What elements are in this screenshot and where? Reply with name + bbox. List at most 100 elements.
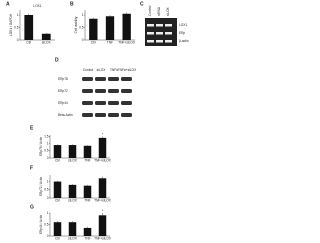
y-axis-label: ERp44 / Actin [39, 215, 43, 235]
gel-lane-label: Control [148, 5, 152, 16]
blot-row-label: ERp72 [58, 89, 68, 93]
bar [53, 181, 62, 198]
blot-row-label: ERp78 [58, 77, 68, 81]
blot-lane-label: siLOX [97, 68, 107, 72]
x-tick-label: Ctrl [55, 158, 60, 162]
bar [83, 145, 92, 158]
y-axis-label: ERp72 / Actin [39, 177, 43, 197]
y-axis-label: Cell viability [74, 16, 78, 33]
gel-band [156, 32, 163, 35]
panel-letter: G [30, 204, 34, 210]
gel-band [165, 24, 172, 27]
x-tick-label: TNF [84, 236, 90, 240]
blot-band [108, 77, 119, 81]
bar [24, 15, 34, 40]
panel-letter: D [55, 57, 59, 63]
x-tick-label: siLOX [42, 40, 52, 44]
x-tick-label: siLOX [68, 158, 78, 162]
gel-row-label: β-actin [179, 39, 189, 43]
x-tick-label: TNF+siLOX [94, 198, 112, 202]
blot-band [95, 77, 106, 81]
bar [98, 137, 107, 158]
gel-row-label: LOX1 [179, 23, 187, 27]
blot-band [82, 113, 93, 117]
y-tick-label: 0.5 [44, 149, 49, 153]
gel-lane-label: siLOX [166, 6, 170, 16]
panel-letter: B [70, 1, 74, 7]
x-tick-label: Ctrl [55, 236, 60, 240]
x-tick-label: TNF [84, 198, 90, 202]
bar [53, 222, 62, 236]
x-tick-label: TNF [107, 40, 113, 44]
blot-band [121, 113, 132, 117]
blot-lane-label: TNFα [110, 68, 118, 72]
x-tick-label: TNF [84, 158, 90, 162]
x-tick-label: TNF+siLOX [118, 40, 136, 44]
x-tick-label: Ctrl [91, 40, 96, 44]
blot-band [108, 113, 119, 117]
bar [98, 178, 107, 198]
y-tick-label: 0.5 [44, 188, 49, 192]
panel-letter: A [6, 1, 10, 7]
blot-band [82, 101, 93, 105]
bar [41, 33, 51, 40]
chart-title: LOX1 [33, 4, 41, 8]
bar [68, 222, 77, 236]
y-tick-label: 0 [17, 38, 19, 42]
gel-row-label: ERp [179, 31, 185, 35]
gel-band [156, 24, 163, 27]
y-tick-label: 0 [47, 156, 49, 160]
y-axis-label: ERp78 / Actin [39, 137, 43, 157]
blot-band [82, 77, 93, 81]
y-tick-label: 1 [17, 13, 19, 17]
gel-lane-label: siRNA [157, 6, 161, 16]
bar [122, 13, 131, 40]
y-tick-label: 0 [47, 196, 49, 200]
blot-band [95, 113, 106, 117]
y-tick-label: 1.5 [44, 134, 49, 138]
gel-band [156, 40, 163, 43]
blot-band [121, 77, 132, 81]
x-tick-label: TNF+siLOX [94, 236, 112, 240]
panel-letter: E [30, 125, 34, 131]
blot-band [95, 101, 106, 105]
bar [68, 184, 77, 198]
gel-band [165, 40, 172, 43]
x-tick-label: siLOX [68, 236, 78, 240]
y-axis-label: LOX1 / GAPDH [9, 13, 13, 36]
bar [83, 227, 92, 236]
blot-row-label: ERp44 [58, 101, 68, 105]
blot-band [108, 101, 119, 105]
y-tick-label: 1 [47, 211, 49, 215]
bar [89, 18, 98, 40]
gel-band [147, 40, 154, 43]
blot-band [121, 101, 132, 105]
blot-band [82, 89, 93, 93]
bar [105, 16, 115, 40]
y-tick-label: 0.5 [14, 25, 19, 29]
panel-letter: C [140, 1, 144, 7]
blot-band [108, 89, 119, 93]
bar [98, 215, 107, 236]
gel-band [165, 32, 172, 35]
x-tick-label: TNF+siLOX [94, 158, 112, 162]
y-tick-label: 0.5 [79, 25, 84, 29]
y-tick-label: 0 [82, 38, 84, 42]
blot-lane-label: TNFα+siLOX [118, 68, 137, 72]
y-tick-label: 1 [47, 141, 49, 145]
significance: * [102, 209, 104, 213]
y-tick-label: 1 [47, 179, 49, 183]
panel-letter: F [30, 165, 33, 171]
blot-band [121, 89, 132, 93]
blot-row-label: Beta-Actin [58, 113, 73, 117]
figure: A B C D E F G LOX1 LOX1 / GAPDH 0 0.5 1 Ctrl siLOX Cel… [6, 1, 189, 240]
blot-lane-label: Control [83, 68, 94, 72]
significance: * [102, 132, 104, 136]
y-tick-label: 0 [47, 234, 49, 238]
blot-band [95, 89, 106, 93]
x-tick-label: Ctrl [55, 198, 60, 202]
gel-band [147, 32, 154, 35]
bar [83, 185, 92, 198]
bar [53, 145, 62, 158]
gel-band [147, 24, 154, 27]
